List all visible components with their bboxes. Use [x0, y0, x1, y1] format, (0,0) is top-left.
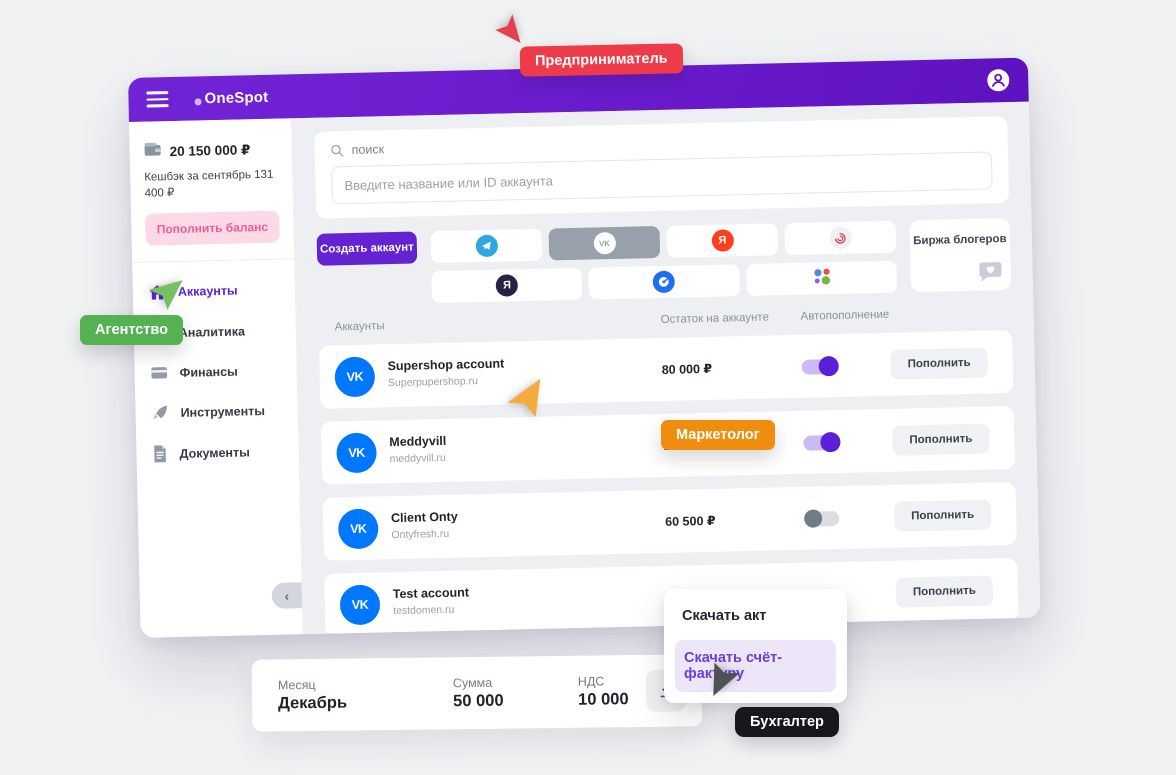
persona-label-agency: Агентство: [80, 315, 183, 345]
month-value: Декабрь: [277, 693, 348, 712]
sidebar-item-finance[interactable]: Финансы: [134, 350, 297, 393]
tab-yandex-direct[interactable]: Я: [431, 267, 583, 304]
account-domain: meddyvill.ru: [389, 451, 446, 466]
sidebar-item-label: Аналитика: [178, 323, 246, 340]
row-topup-button[interactable]: Пополнить: [890, 347, 989, 380]
sidebar-collapse-button[interactable]: ‹: [271, 582, 303, 609]
wallet-icon: [143, 141, 161, 162]
account-domain: Superpupershop.ru: [387, 375, 479, 390]
blogger-exchange-card[interactable]: Биржа блогеров: [909, 218, 1012, 293]
color-dots-icon: [810, 266, 833, 291]
vk-avatar-icon: VK: [339, 584, 381, 626]
sidebar-item-label: Документы: [179, 444, 250, 461]
invoice-card: Месяц Декабрь Сумма 50 000 НДС 10 000: [251, 654, 703, 732]
vk-avatar-icon: VK: [334, 356, 376, 398]
yandex-red-icon: Я: [711, 229, 734, 252]
cursor-entrepreneur: [495, 14, 521, 43]
tab-vk-ads[interactable]: [746, 260, 898, 297]
download-dropdown: Скачать акт Скачать счёт-фактуру: [664, 589, 847, 703]
autorefill-toggle[interactable]: [801, 355, 839, 377]
main-content: поиск Создать аккаунт: [291, 101, 1041, 637]
top-bar: OneSpot: [128, 57, 1029, 122]
dzen-gauge-icon: [653, 270, 676, 294]
sum-label: Сумма: [452, 675, 493, 690]
search-panel: поиск: [314, 116, 1010, 219]
sidebar: 20 150 000 ₽ Кешбэк за сентябрь 131 400 …: [128, 118, 304, 638]
blogger-exchange-label: Биржа блогеров: [913, 233, 1007, 248]
tab-dzen[interactable]: [588, 264, 740, 300]
cashback-text: Кешбэк за сентябрь 131 400 ₽: [144, 168, 274, 200]
sidebar-item-label: Аккаунты: [177, 283, 238, 299]
app-logo: OneSpot: [194, 88, 269, 107]
finance-icon: [151, 367, 168, 379]
header-autorefill: Автопополнение: [800, 308, 890, 323]
cursor-agency: [148, 280, 183, 310]
account-balance-value: 80 000 ₽: [661, 361, 713, 377]
create-account-button[interactable]: Создать аккаунт: [316, 231, 418, 266]
account-row: VK Client Onty Ontyfresh.ru 60 500 ₽ Поп…: [322, 481, 1017, 561]
search-label: поиск: [351, 142, 385, 157]
account-balance-value: 60 500 ₽: [665, 513, 716, 529]
tab-mytarget[interactable]: [784, 220, 897, 256]
app-window: OneSpot 20 150 000 ₽ Кешбэк за сентябрь …: [128, 57, 1041, 638]
yandex-dark-icon: Я: [495, 274, 519, 297]
menu-item-download-act[interactable]: Скачать акт: [682, 608, 767, 624]
profile-avatar-icon[interactable]: [986, 68, 1011, 93]
document-icon: [154, 445, 166, 463]
sidebar-item-documents[interactable]: Документы: [136, 430, 299, 475]
mytarget-icon: [829, 226, 852, 250]
app-logo-text: OneSpot: [204, 88, 269, 107]
account-name: Supershop account: [387, 356, 505, 374]
account-domain: testdomen.ru: [393, 603, 455, 618]
vat-value: 10 000: [577, 689, 629, 709]
vk-avatar-icon: VK: [337, 508, 379, 550]
header-balance: Остаток на аккаунте: [660, 311, 770, 326]
tab-vk-selected[interactable]: VK: [548, 225, 661, 261]
row-topup-button[interactable]: Пополнить: [895, 575, 994, 608]
sum-value: 50 000: [452, 691, 504, 710]
search-icon: [331, 144, 344, 157]
vat-label: НДС: [577, 673, 605, 689]
sidebar-item-label: Инструменты: [180, 403, 266, 420]
header-accounts: Аккаунты: [334, 320, 385, 334]
tab-yandex[interactable]: Я: [666, 223, 779, 258]
search-input[interactable]: [331, 151, 993, 205]
persona-label-marketer: Маркетолог: [661, 420, 775, 450]
persona-label-accountant: Бухгалтер: [735, 707, 839, 737]
persona-label-entrepreneur: Предприниматель: [519, 43, 683, 77]
row-topup-button[interactable]: Пополнить: [893, 499, 992, 532]
account-row: VK Supershop account Superpupershop.ru 8…: [319, 330, 1014, 409]
cursor-marketer: [507, 378, 541, 418]
hamburger-menu-icon[interactable]: [146, 91, 169, 108]
chevron-left-icon: ‹: [284, 587, 290, 604]
sidebar-item-label: Финансы: [179, 364, 238, 380]
topup-balance-button[interactable]: Пополнить баланс: [145, 210, 280, 246]
platform-toolbar: Создать аккаунт VK: [316, 218, 1012, 306]
autorefill-toggle[interactable]: [803, 509, 840, 528]
account-balance: 20 150 000 ₽: [169, 141, 251, 159]
month-label: Месяц: [277, 677, 316, 692]
vk-icon: VK: [593, 231, 616, 255]
logo-spot-icon: [194, 97, 202, 105]
account-name: Client Onty: [390, 509, 458, 526]
autorefill-toggle[interactable]: [803, 431, 841, 453]
account-name: Test account: [392, 585, 470, 602]
telegram-icon: [475, 234, 498, 258]
rocket-icon: [153, 405, 168, 420]
platform-tabs: VK Я: [430, 220, 898, 304]
vk-avatar-icon: VK: [336, 432, 378, 474]
tab-telegram[interactable]: [430, 228, 543, 264]
account-domain: Ontyfresh.ru: [391, 527, 450, 542]
account-name: Meddyvill: [389, 433, 447, 450]
cursor-accountant: [713, 662, 740, 696]
row-topup-button[interactable]: Пополнить: [892, 423, 990, 456]
sidebar-item-tools[interactable]: Инструменты: [135, 389, 298, 434]
chat-heart-icon: [979, 262, 1002, 282]
